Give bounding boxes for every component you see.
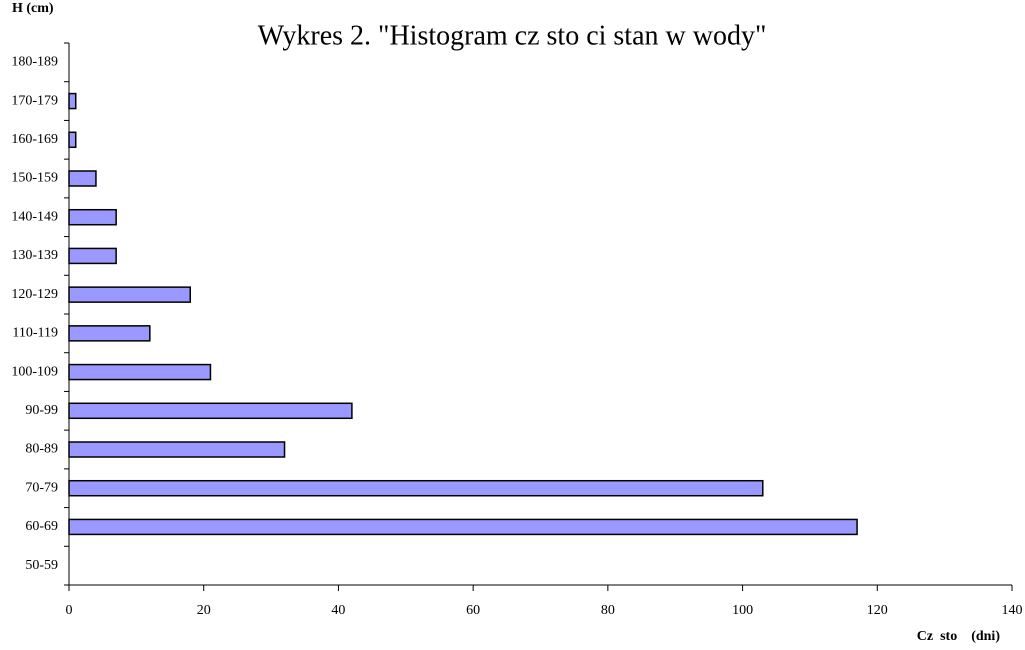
y-tick-label: 170-179 xyxy=(11,93,58,108)
y-tick-label: 130-139 xyxy=(11,248,58,263)
bar xyxy=(68,325,151,342)
bar xyxy=(68,131,77,149)
x-tick-label: 140 xyxy=(1002,603,1023,618)
x-tick-label: 100 xyxy=(732,603,753,618)
bar xyxy=(68,363,212,381)
bar xyxy=(68,170,97,187)
y-axis-label: H (cm) xyxy=(12,1,54,16)
x-axis-label: Cz sto (dni) xyxy=(917,629,1001,644)
bar xyxy=(68,441,286,458)
bar xyxy=(68,247,117,265)
x-tick-label: 40 xyxy=(331,603,345,618)
y-tick-label: 110-119 xyxy=(12,326,58,341)
x-tick-label: 20 xyxy=(197,603,211,618)
x-tick-label: 0 xyxy=(66,603,73,618)
x-tick-label: 80 xyxy=(601,603,615,618)
y-tick-label: 70-79 xyxy=(25,480,58,495)
y-tick-label: 140-149 xyxy=(11,209,58,224)
bar xyxy=(68,479,764,497)
y-tick-label: 80-89 xyxy=(25,442,58,457)
y-tick-label: 50-59 xyxy=(25,558,58,573)
y-tick-label: 180-189 xyxy=(11,55,58,70)
bar xyxy=(68,92,77,110)
y-tick-label: 150-159 xyxy=(11,171,58,186)
y-tick-label: 100-109 xyxy=(11,364,58,379)
y-tick-label: 120-129 xyxy=(11,287,58,302)
x-tick-label: 120 xyxy=(867,603,888,618)
x-tick-label: 60 xyxy=(466,603,480,618)
y-tick-label: 160-169 xyxy=(11,132,58,147)
bar xyxy=(68,518,858,536)
bar xyxy=(68,286,191,303)
bar xyxy=(68,402,353,420)
chart-title: Wykres 2. "Histogram cz sto ci stan w wo… xyxy=(258,20,767,51)
y-tick-label: 60-69 xyxy=(25,519,58,534)
bar xyxy=(68,208,117,226)
y-tick-label: 90-99 xyxy=(25,403,58,418)
